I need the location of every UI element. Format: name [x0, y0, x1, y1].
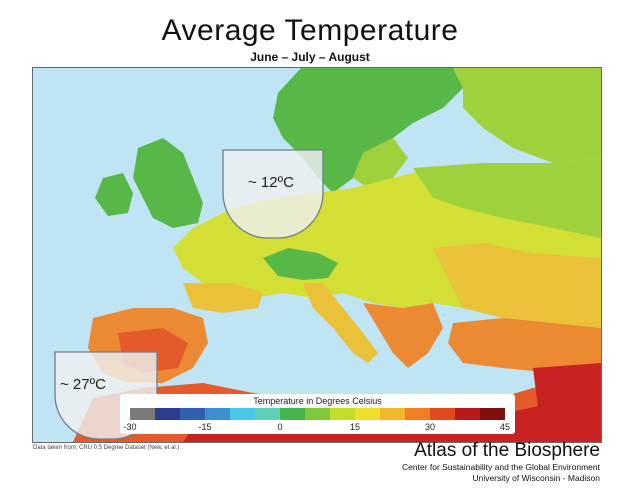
south-temperature-label: ~ 27ºC [60, 376, 106, 393]
legend-swatch [330, 408, 355, 420]
legend-swatch [380, 408, 405, 420]
middle-east [533, 363, 601, 442]
map-title: Average Temperature [161, 14, 459, 47]
legend-swatch [480, 408, 505, 420]
legend-tick: -30 [123, 422, 137, 432]
legend-swatch [405, 408, 430, 420]
legend-title: Temperature in Degrees Celsius [253, 396, 382, 406]
legend-swatch [205, 408, 230, 420]
legend-swatch [430, 408, 455, 420]
legend-tick: 45 [499, 422, 511, 432]
scandinavia-south [353, 138, 408, 188]
data-source-note: Data taken from: CRU 0.5 Degree Dataset … [33, 445, 180, 451]
north-temperature-label: ~ 12ºC [248, 174, 294, 191]
legend-swatch [230, 408, 255, 420]
legend-swatch [180, 408, 205, 420]
legend-swatch [280, 408, 305, 420]
map-svg [33, 68, 601, 442]
atlas-title: Atlas of the Biosphere [414, 440, 600, 461]
legend-tick: 0 [277, 422, 283, 432]
atlas-institution: Center for Sustainability and the Global… [402, 462, 600, 472]
legend-tick: -15 [198, 422, 212, 432]
temperature-map [32, 67, 602, 443]
uk-landmass [133, 138, 203, 228]
legend-swatch [130, 408, 155, 420]
map-subtitle: June – July – August [250, 50, 370, 64]
legend-swatch [255, 408, 280, 420]
temperature-legend: Temperature in Degrees Celsius -30 -15 0… [120, 394, 515, 434]
legend-tick: 15 [349, 422, 361, 432]
italy-landmass [303, 283, 378, 363]
legend-swatch [305, 408, 330, 420]
turkey-landmass [448, 318, 601, 373]
atlas-credit: Atlas of the Biosphere Center for Sustai… [402, 440, 600, 484]
legend-swatch [155, 408, 180, 420]
legend-swatch [455, 408, 480, 420]
legend-tick: 30 [424, 422, 436, 432]
legend-swatch [355, 408, 380, 420]
eastern-warm-belt [433, 243, 601, 328]
north-bubble [222, 149, 324, 239]
alps-region [263, 248, 338, 280]
finland-landmass [453, 68, 601, 163]
balkans-landmass [363, 303, 443, 368]
ireland-landmass [95, 173, 133, 216]
atlas-university: University of Wisconsin - Madison [472, 473, 600, 483]
baltic-region [413, 158, 601, 238]
southern-france [183, 283, 263, 313]
legend-color-bar [130, 408, 505, 420]
